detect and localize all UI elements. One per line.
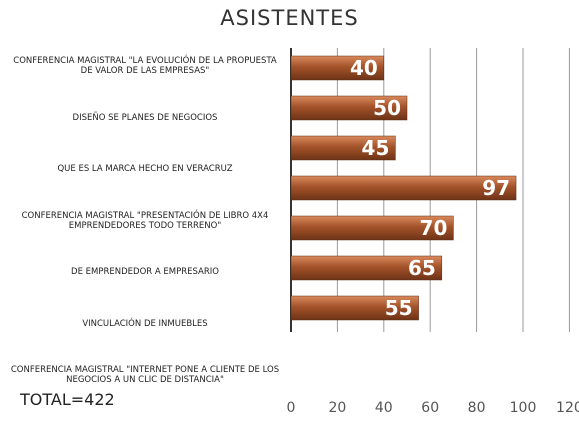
bar (290, 55, 385, 81)
value-label: 55 (385, 296, 413, 320)
bar (290, 295, 419, 321)
category-label: DISEÑO SE PLANES DE NEGOCIOS (72, 112, 218, 123)
x-tick-label: 100 (510, 400, 537, 416)
category-label: CONFERENCIA MAGISTRAL "PRESENTACIÓN DE L… (21, 210, 269, 231)
bar (290, 95, 408, 121)
x-tick-label: 40 (375, 400, 393, 416)
bar (290, 135, 396, 161)
total-annotation: TOTAL=422 (20, 390, 115, 409)
x-tick-label: 0 (287, 400, 296, 416)
value-label: 70 (420, 216, 448, 240)
category-label: VINCULACIÓN DE INMUEBLES (82, 318, 208, 329)
bar (290, 215, 454, 241)
value-label: 97 (482, 176, 510, 200)
chart-title: ASISTENTES (220, 6, 359, 30)
x-tick-label: 20 (328, 400, 346, 416)
category-label: CONFERENCIA MAGISTRAL "LA EVOLUCIÓN DE L… (13, 56, 277, 76)
x-tick-label: 80 (468, 400, 486, 416)
category-label: DE EMPRENDEDOR A EMPRESARIO (71, 267, 219, 277)
category-label: QUE ES LA MARCA HECHO EN VERACRUZ (57, 164, 233, 174)
bar (290, 175, 517, 201)
value-label: 50 (373, 96, 401, 120)
category-label: CONFERENCIA MAGISTRAL "INTERNET PONE A C… (10, 365, 280, 385)
value-label: 45 (362, 136, 390, 160)
value-label: 40 (350, 56, 378, 80)
value-label: 65 (408, 256, 436, 280)
bar (290, 255, 443, 281)
x-tick-label: 60 (421, 400, 439, 416)
x-tick-label: 120 (556, 400, 579, 416)
